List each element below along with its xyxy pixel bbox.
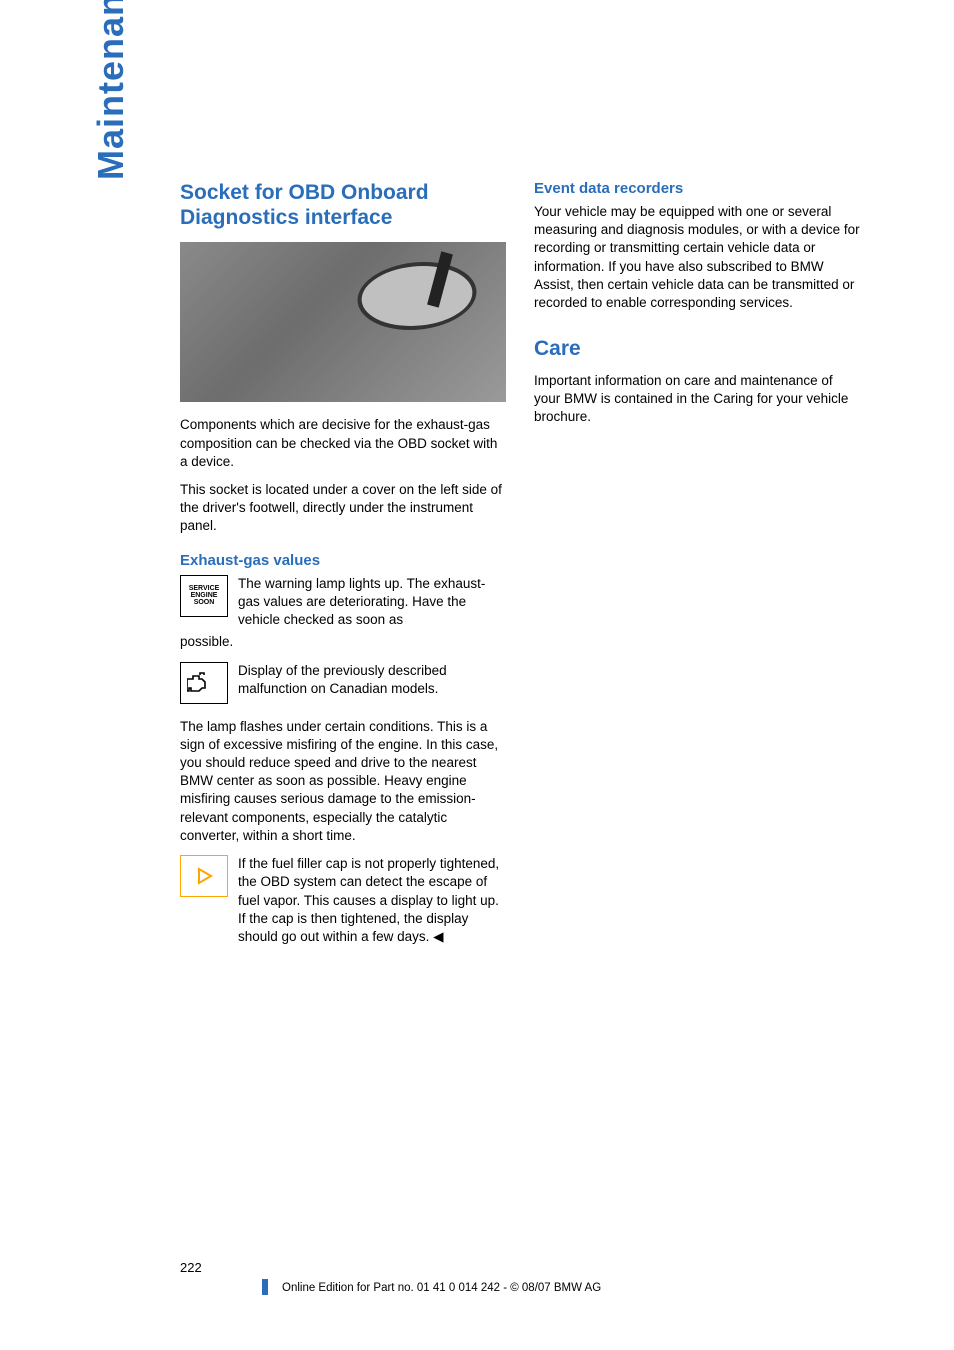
- page: Maintenance Socket for OBD Onboard Diagn…: [0, 0, 954, 1350]
- icon-label-line: SOON: [194, 599, 215, 606]
- left-column: Socket for OBD Onboard Diagnostics inter…: [180, 180, 506, 950]
- section-heading-care: Care: [534, 336, 860, 361]
- side-tab-label: Maintenance: [90, 0, 132, 180]
- engine-icon: [187, 671, 221, 695]
- body-text: possible.: [180, 633, 506, 651]
- service-engine-soon-icon: SERVICE ENGINE SOON: [180, 575, 228, 617]
- subheading-event-data: Event data recorders: [534, 180, 860, 197]
- page-footer: 222: [180, 1260, 860, 1275]
- triangle-play-icon: [191, 863, 217, 889]
- section-heading-obd: Socket for OBD Onboard Diagnostics inter…: [180, 180, 506, 230]
- engine-outline-icon: [180, 662, 228, 704]
- icon-label-line: ENGINE: [191, 592, 218, 599]
- note-triangle-icon: [180, 855, 228, 897]
- body-text: The lamp flashes under certain condition…: [180, 718, 506, 846]
- icon-row-canadian: Display of the previously described malf…: [180, 662, 506, 704]
- page-number: 222: [180, 1260, 202, 1275]
- icon-label-line: SERVICE: [189, 585, 220, 592]
- subheading-exhaust: Exhaust-gas values: [180, 552, 506, 569]
- icon-row-service: SERVICE ENGINE SOON The warning lamp lig…: [180, 575, 506, 630]
- dashboard-photo: [180, 242, 506, 402]
- body-text: The warning lamp lights up. The exhaust-…: [238, 575, 506, 630]
- right-column: Event data recorders Your vehicle may be…: [534, 180, 860, 950]
- icon-row-note: If the fuel filler cap is not properly t…: [180, 855, 506, 946]
- footer-copyright: Online Edition for Part no. 01 41 0 014 …: [282, 1282, 601, 1294]
- body-text: Components which are decisive for the ex…: [180, 416, 506, 471]
- body-text: Your vehicle may be equipped with one or…: [534, 203, 860, 312]
- content-columns: Socket for OBD Onboard Diagnostics inter…: [180, 180, 860, 950]
- body-text: Display of the previously described malf…: [238, 662, 506, 698]
- body-text: If the fuel filler cap is not properly t…: [238, 855, 506, 946]
- body-text: Important information on care and mainte…: [534, 372, 860, 427]
- body-text: This socket is located under a cover on …: [180, 481, 506, 536]
